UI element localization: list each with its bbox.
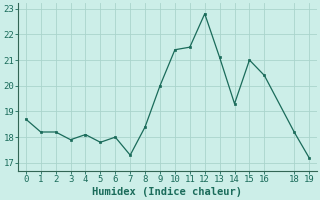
- X-axis label: Humidex (Indice chaleur): Humidex (Indice chaleur): [92, 186, 243, 197]
